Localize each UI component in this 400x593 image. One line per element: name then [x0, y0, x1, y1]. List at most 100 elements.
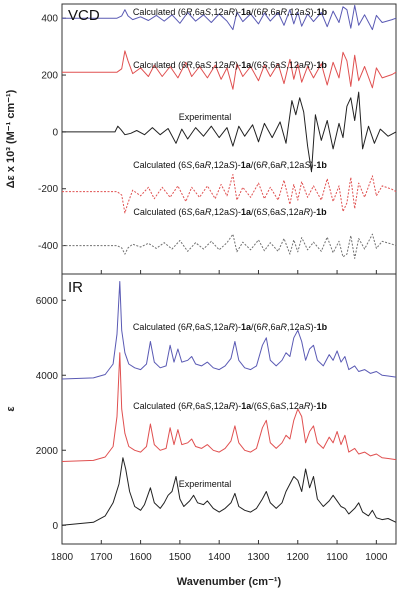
vcd-series-label: Experimental [179, 112, 232, 122]
series-label-part: ,6a [268, 207, 281, 217]
vcd-plot-frame [61, 3, 397, 275]
series-label-part: R [280, 160, 287, 170]
x-tick-label: 1100 [326, 552, 348, 563]
series-label-part: )- [311, 322, 317, 332]
series-label-part: S [205, 7, 211, 17]
vcd-series-label: Calculated (6R,6aS,12aR)-1a/(6R,6aR,12aS… [133, 7, 328, 17]
series-label-part: )- [310, 160, 316, 170]
series-label-part: Calculated (6 [133, 60, 186, 70]
series-label-part: ,6a [268, 322, 281, 332]
series-label-part: ,6a [192, 7, 205, 17]
series-label-part: 1a [241, 207, 252, 217]
series-label-part: Calculated (6 [133, 207, 186, 217]
series-label-part: 1b [317, 7, 328, 17]
ir-y-axis-label: ε [5, 406, 17, 412]
vcd-series-line [62, 50, 397, 90]
series-label-part: ,6a [193, 60, 206, 70]
series-label-part: S [280, 207, 286, 217]
ir-series-label: Calculated (6R,6aS,12aR)-1a/(6R,6aR,12aS… [133, 322, 328, 332]
vcd-panel-label: VCD [68, 7, 100, 24]
vcd-y-tick-label: 400 [41, 14, 58, 25]
series-label-part: S [186, 207, 192, 217]
x-tick-label: 1700 [90, 552, 113, 563]
series-label-part: S [280, 60, 286, 70]
series-label-part: R [205, 160, 212, 170]
series-label-part: ,12a [211, 60, 229, 70]
vcd-series-label: Calculated (6R,6aS,12aR)-1a/(6S,6aS,12aR… [133, 60, 327, 70]
series-label-part: R [186, 322, 193, 332]
series-label-part: ,12a [211, 7, 229, 17]
ir-series-line [61, 457, 397, 526]
vcd-y-tick-label: 0 [52, 127, 58, 138]
ir-series-label: Calculated (6R,6aS,12aR)-1a/(6S,6aS,12aR… [133, 401, 327, 411]
series-label-part: S [305, 322, 311, 332]
series-label-part: S [186, 160, 192, 170]
vcd-series-label: Calculated (6S,6aR,12aS)-1a/(6S,6aS,12aR… [133, 207, 327, 217]
vcd-y-tick-label: -200 [38, 184, 58, 195]
series-label-part: S [262, 60, 268, 70]
series-label-part: ,12a [211, 207, 229, 217]
series-label-part: S [304, 160, 310, 170]
series-label-part: )- [310, 60, 316, 70]
x-tick-label: 1600 [129, 552, 152, 563]
series-label-part: R [304, 207, 311, 217]
series-label-part: R [304, 401, 311, 411]
series-label-part: 1a [241, 7, 252, 17]
series-label-part: R [229, 401, 236, 411]
series-label-part: )- [235, 322, 241, 332]
series-label-part: ,6a [192, 322, 205, 332]
vcd-series-line [62, 233, 397, 259]
series-label-part: 1b [316, 60, 327, 70]
series-label-part: )- [235, 60, 241, 70]
series-label-part: 1a [241, 322, 252, 332]
vcd-series-line [62, 4, 397, 31]
x-tick-label: 1200 [287, 552, 310, 563]
x-tick-label: 1400 [208, 552, 231, 563]
vcd-y-tick-label: -400 [38, 241, 58, 252]
x-axis-label: Wavenumber (cm⁻¹) [177, 576, 282, 588]
series-label-part: R [186, 7, 193, 17]
series-label-part: S [205, 60, 211, 70]
series-label-part: R [186, 60, 193, 70]
series-label-part: 1a [241, 60, 252, 70]
ir-y-tick-label: 2000 [36, 446, 59, 457]
vcd-series-label: Calculated (6S,6aR,12aS)-1a/(6R,6aR,12aS… [133, 160, 327, 170]
series-label-part: 1b [316, 401, 327, 411]
series-label-part: R [281, 7, 288, 17]
series-label-part: /(6 [251, 160, 262, 170]
series-label-part: R [262, 7, 269, 17]
series-label-part: R [205, 207, 212, 217]
series-label-part: 1b [316, 207, 327, 217]
vcd-series-line [62, 174, 397, 214]
series-label-part: 1b [316, 160, 327, 170]
series-label-part: R [186, 401, 193, 411]
ir-y-tick-label: 4000 [36, 371, 59, 382]
ir-panel-label: IR [68, 279, 83, 296]
series-label-part: R [262, 322, 269, 332]
series-label-part: ,12a [211, 322, 229, 332]
ir-series-line [61, 281, 397, 380]
series-label-part: R [281, 322, 288, 332]
series-label-part: ,12a [211, 401, 229, 411]
series-label-part: S [229, 160, 235, 170]
series-label-part: ,12a [286, 207, 304, 217]
series-label-part: ,6a [268, 60, 281, 70]
vcd-series-group [62, 4, 397, 259]
series-label-part: R [228, 322, 235, 332]
ir-series-line [61, 352, 397, 462]
series-label-part: )- [310, 207, 316, 217]
series-label-part: Calculated (6 [133, 160, 186, 170]
series-label-part: ,6a [268, 7, 281, 17]
series-label-part: S [280, 401, 286, 411]
series-label-part: S [305, 7, 311, 17]
series-label-part: S [205, 322, 211, 332]
series-label-part: Experimental [179, 479, 232, 489]
series-label-part: )- [235, 7, 241, 17]
series-label-part: Calculated (6 [133, 401, 186, 411]
x-axis-ticks: 1800 1700 1600 1500 1400 1300 1200 1100 1000 [51, 552, 388, 563]
series-label-part: ,12a [286, 401, 304, 411]
ir-y-tick-label: 6000 [36, 296, 59, 307]
series-label-part: S [262, 401, 268, 411]
